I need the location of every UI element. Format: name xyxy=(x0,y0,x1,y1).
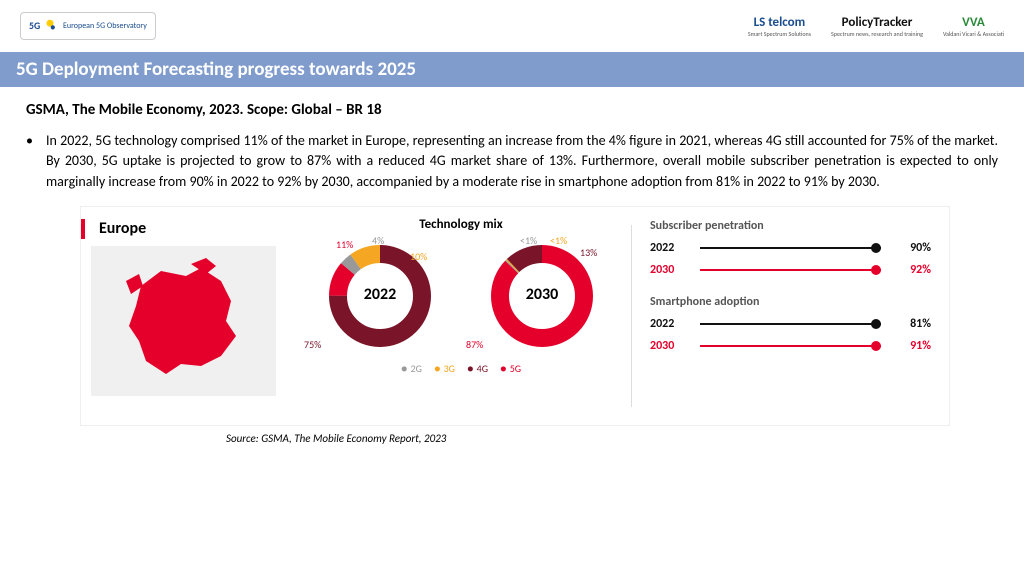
partner-logo: PolicyTrackerSpectrum news, research and… xyxy=(831,15,923,38)
metric-group: Subscriber penetration 2022 90% 2030 92% xyxy=(650,219,931,277)
logo-5g-observatory: 5G European 5G Observatory xyxy=(20,12,156,40)
segment-label: <1% xyxy=(520,234,537,247)
europe-map-icon xyxy=(91,246,276,396)
page-title: 5G Deployment Forecasting progress towar… xyxy=(0,52,1024,87)
metric-group: Smartphone adoption 2022 81% 2030 91% xyxy=(650,295,931,353)
partner-logos: LS telcomSmart Spectrum Solutions PolicyT… xyxy=(748,15,1004,38)
header-bar: 5G European 5G Observatory LS telcomSmar… xyxy=(0,0,1024,52)
legend: 2G 3G 4G 5G xyxy=(291,362,631,375)
legend-item: 3G xyxy=(434,362,455,375)
svg-text:5G: 5G xyxy=(29,20,40,32)
logo-caption: European 5G Observatory xyxy=(63,21,147,31)
content-area: GSMA, The Mobile Economy, 2023. Scope: G… xyxy=(0,87,1024,445)
segment-label: 11% xyxy=(336,238,353,251)
segment-label: <1% xyxy=(550,234,567,247)
metric-row: 2022 90% xyxy=(650,241,931,255)
bullet-marker: • xyxy=(26,131,46,192)
segment-label: 10% xyxy=(410,250,427,263)
technology-mix-column: Technology mix 202275%11%4%10%203087%<1%… xyxy=(291,207,631,425)
mix-title: Technology mix xyxy=(291,217,631,232)
donut-chart: 202275%11%4%10% xyxy=(310,236,450,356)
partner-logo: LS telcomSmart Spectrum Solutions xyxy=(748,15,811,38)
sub-heading: GSMA, The Mobile Economy, 2023. Scope: G… xyxy=(26,101,998,119)
legend-item: 2G xyxy=(401,362,422,375)
metric-row: 2030 92% xyxy=(650,263,931,277)
bullet-paragraph: • In 2022, 5G technology comprised 11% o… xyxy=(26,131,998,192)
penetration-column: Subscriber penetration 2022 90% 2030 92%… xyxy=(632,207,949,425)
metric-row: 2030 91% xyxy=(650,339,931,353)
donut-row: 202275%11%4%10%203087%<1%<1%13% xyxy=(291,236,631,356)
segment-label: 13% xyxy=(580,246,597,259)
accent-bar xyxy=(81,219,85,239)
legend-item: 5G xyxy=(500,362,521,375)
infographic: Europe Technology mix 202275%11%4%10%203… xyxy=(80,206,950,426)
donut-chart: 203087%<1%<1%13% xyxy=(472,236,612,356)
segment-label: 87% xyxy=(466,338,483,351)
source-caption: Source: GSMA, The Mobile Economy Report,… xyxy=(226,432,998,445)
region-column: Europe xyxy=(81,207,291,425)
legend-item: 4G xyxy=(467,362,488,375)
partner-logo: VVAValdani Vicari & Associati xyxy=(943,15,1004,38)
segment-label: 4% xyxy=(372,234,384,247)
bullet-text: In 2022, 5G technology comprised 11% of … xyxy=(46,131,998,192)
segment-label: 75% xyxy=(304,338,321,351)
metric-row: 2022 81% xyxy=(650,317,931,331)
region-title: Europe xyxy=(99,219,281,238)
